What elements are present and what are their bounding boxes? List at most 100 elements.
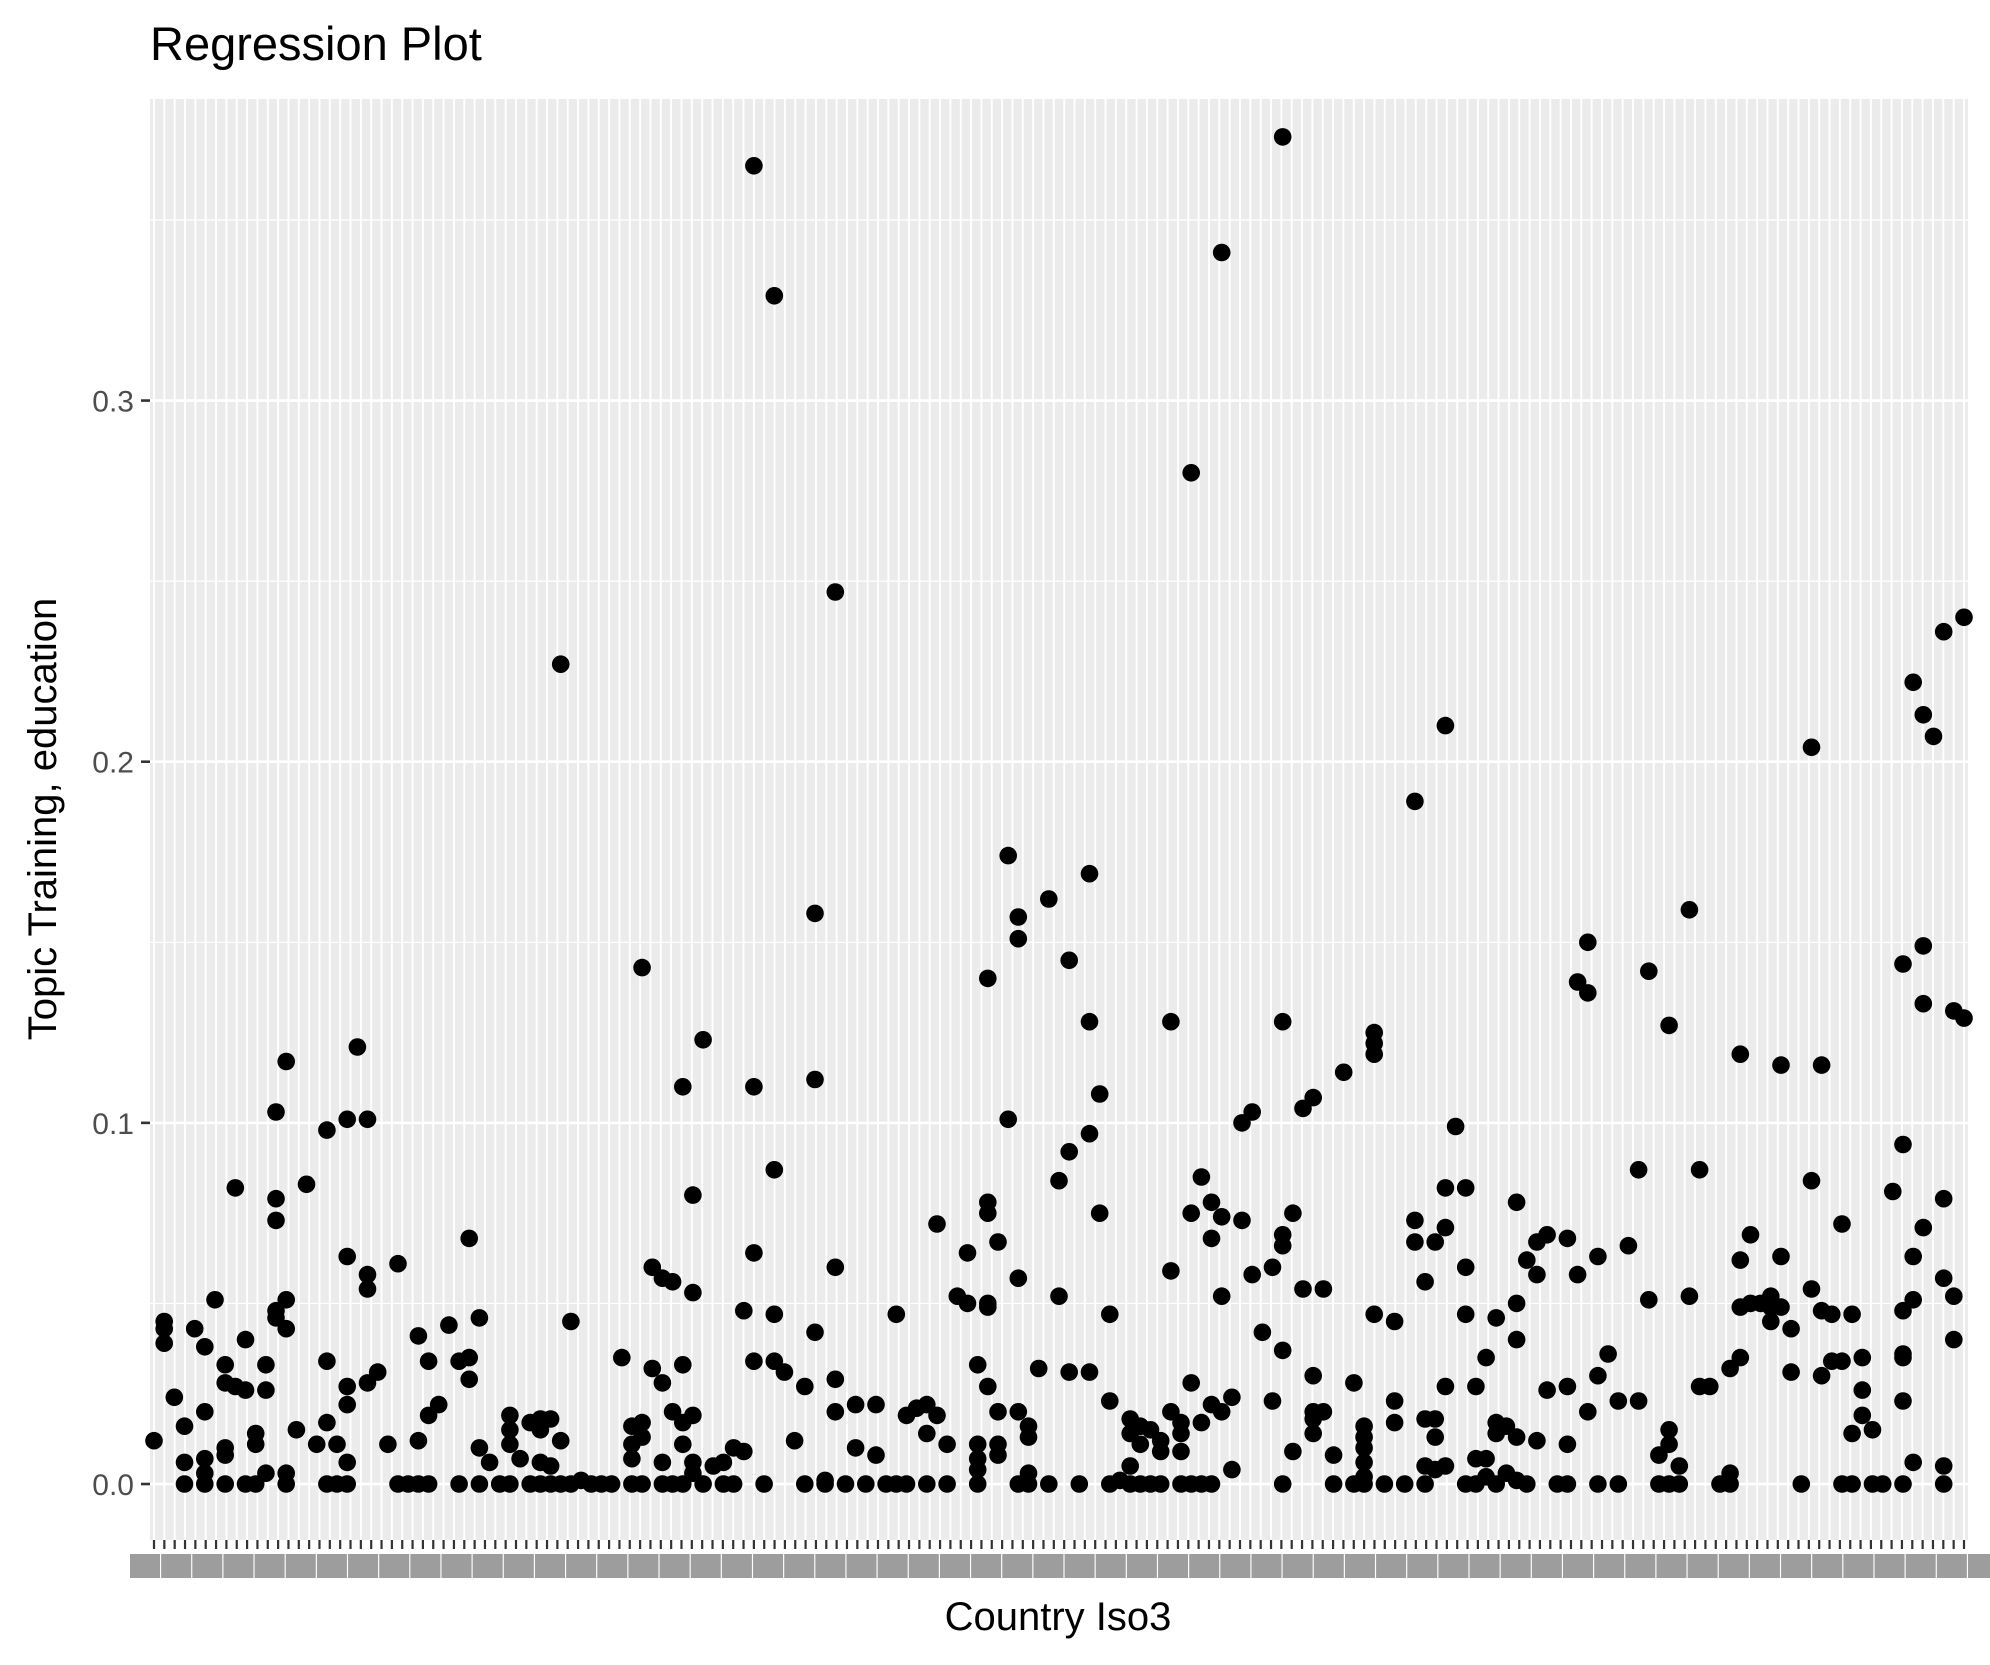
x-tick-label-block	[1531, 1554, 1562, 1578]
scatter-point	[1894, 1475, 1912, 1493]
scatter-point	[511, 1449, 529, 1468]
scatter-point	[857, 1475, 875, 1493]
scatter-point	[1904, 1453, 1922, 1472]
x-tick-label-block	[566, 1554, 597, 1578]
scatter-point	[1212, 1208, 1231, 1226]
scatter-point	[1507, 1294, 1526, 1313]
scatter-point	[267, 1211, 285, 1230]
scatter-point	[1914, 706, 1933, 724]
scatter-point	[338, 1453, 357, 1472]
scatter-point	[1273, 1475, 1292, 1493]
scatter-point	[1385, 1413, 1404, 1432]
scatter-point	[1019, 1428, 1038, 1446]
scatter-point	[643, 1359, 662, 1378]
scatter-point	[928, 1215, 946, 1233]
scatter-point	[633, 1413, 651, 1432]
scatter-point	[287, 1421, 306, 1439]
scatter-point	[1456, 1305, 1475, 1324]
scatter-point	[216, 1475, 234, 1493]
scatter-point	[1558, 1435, 1577, 1454]
scatter-point	[1904, 1291, 1922, 1309]
scatter-point	[338, 1110, 357, 1129]
scatter-point	[887, 1305, 906, 1324]
scatter-point	[1009, 908, 1028, 926]
scatter-point	[1456, 1258, 1475, 1277]
scatter-point	[267, 1103, 285, 1121]
scatter-point	[257, 1356, 275, 1374]
scatter-point	[1151, 1475, 1170, 1493]
scatter-point	[989, 1446, 1007, 1464]
scatter-point	[1131, 1435, 1150, 1454]
scatter-point	[1579, 933, 1597, 952]
x-tick-label-block	[348, 1554, 379, 1578]
scatter-point	[968, 1475, 987, 1493]
x-tick-label-block	[846, 1554, 877, 1578]
scatter-point	[765, 1161, 784, 1179]
x-tick-label-block	[285, 1554, 316, 1578]
scatter-point	[1050, 1287, 1068, 1305]
scatter-point	[206, 1291, 224, 1309]
scatter-point	[196, 1475, 214, 1493]
scatter-point	[1304, 1424, 1322, 1443]
scatter-point	[1609, 1392, 1628, 1410]
scatter-point	[551, 1431, 570, 1450]
x-tick-label-block	[379, 1554, 410, 1578]
scatter-point	[1162, 1012, 1180, 1031]
scatter-point	[1334, 1063, 1353, 1082]
y-tick-label: 0.2	[92, 747, 134, 780]
scatter-point	[1080, 864, 1099, 883]
scatter-point	[1436, 1179, 1455, 1197]
scatter-point	[1273, 1236, 1292, 1255]
scatter-point	[1009, 1403, 1028, 1421]
x-tick-label-block	[192, 1554, 223, 1578]
scatter-point	[226, 1179, 245, 1197]
scatter-point	[1894, 955, 1912, 973]
scatter-point	[175, 1475, 194, 1493]
scatter-point	[1101, 1392, 1119, 1410]
x-tick-label-block	[1718, 1554, 1749, 1578]
scatter-point	[1660, 1421, 1678, 1439]
scatter-point	[633, 1475, 651, 1493]
scatter-point	[1060, 1363, 1078, 1381]
scatter-point	[968, 1460, 987, 1479]
scatter-point	[1507, 1428, 1526, 1446]
scatter-point	[836, 1475, 855, 1493]
scatter-point	[1355, 1439, 1373, 1457]
scatter-point	[1518, 1475, 1536, 1493]
scatter-point	[1731, 1251, 1750, 1269]
x-tick-label-block	[472, 1554, 503, 1578]
scatter-point	[1436, 1218, 1455, 1237]
scatter-point	[460, 1229, 479, 1248]
scatter-point	[745, 1352, 763, 1370]
scatter-point	[338, 1377, 357, 1396]
scatter-point	[826, 1403, 845, 1421]
scatter-point	[1507, 1193, 1526, 1212]
scatter-point	[785, 1431, 804, 1450]
scatter-point	[1772, 1298, 1790, 1316]
scatter-point	[440, 1316, 458, 1334]
x-tick-label-block	[1220, 1554, 1251, 1578]
scatter-point	[724, 1475, 743, 1493]
scatter-point	[155, 1319, 173, 1338]
scatter-point	[745, 1078, 763, 1096]
scatter-point	[1640, 962, 1658, 980]
scatter-point	[867, 1446, 885, 1464]
x-tick-label-block	[908, 1554, 939, 1578]
scatter-point	[674, 1078, 692, 1096]
scatter-point	[1406, 792, 1424, 811]
scatter-point	[368, 1363, 387, 1381]
scatter-point	[1589, 1366, 1607, 1385]
scatter-point	[267, 1189, 285, 1208]
scatter-point	[846, 1439, 865, 1457]
scatter-point	[1873, 1475, 1892, 1493]
scatter-point	[918, 1475, 936, 1493]
scatter-point	[185, 1319, 204, 1338]
scatter-point	[1314, 1403, 1333, 1421]
scatter-point	[1802, 738, 1821, 757]
x-axis-label: Country Iso3	[945, 1595, 1172, 1639]
scatter-point	[1589, 1247, 1607, 1266]
scatter-point	[633, 958, 651, 977]
scatter-point	[318, 1413, 336, 1432]
scatter-point	[633, 1428, 651, 1446]
scatter-point	[1680, 1287, 1699, 1305]
